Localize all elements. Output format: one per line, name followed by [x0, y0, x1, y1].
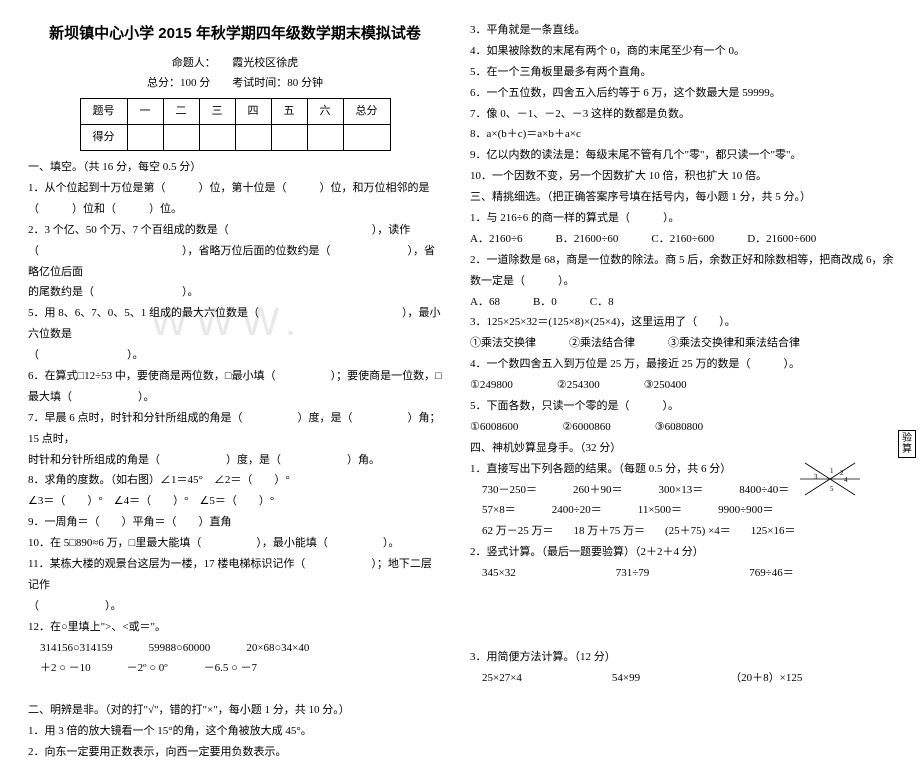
q6a: 6．在算式□12÷53 中，要使商是两位数，□最小填（ ）；要使商是一位数，□ — [28, 366, 442, 387]
c5: 5．下面各数，只读一个零的是（ ）。 — [470, 396, 900, 417]
svg-text:3: 3 — [814, 473, 818, 481]
j1: 1．用 3 倍的放大镜看一个 15°的角，这个角被放大成 45°。 — [28, 721, 442, 742]
calc: 260＋90＝ — [573, 480, 623, 501]
section-3-title: 三、精挑细选。（把正确答案序号填在括号内，每小题 1 分，共 5 分。） — [470, 187, 900, 208]
c1: 1．与 216÷6 的商一样的算式是（ ）。 — [470, 208, 900, 229]
q2c: 的尾数约是（ ）。 — [28, 282, 442, 303]
angle-figure: 1 3 4 5 2 — [800, 455, 860, 503]
j2: 2．向东一定要用正数表示，向西一定要用负数表示。 — [28, 742, 442, 763]
section-1-title: 一、填空。（共 16 分，每空 0.5 分） — [28, 157, 442, 178]
calc: 8400÷40＝ — [739, 480, 789, 501]
q8b: ∠3＝（ ）° ∠4＝（ ）° ∠5＝（ ）° — [28, 491, 442, 512]
q12-cell: －6.5 ○ －7 — [204, 658, 257, 679]
q8a: 8．求角的度数。（如右图）∠1＝45° ∠2＝（ ）° — [28, 470, 442, 491]
calc: 9900÷900＝ — [718, 500, 774, 521]
calc: 11×500＝ — [638, 500, 682, 521]
calc: 731÷79 — [616, 563, 650, 584]
th: 题号 — [80, 99, 127, 125]
calc: 769÷46＝ — [749, 563, 794, 584]
calc: 345×32 — [482, 563, 516, 584]
th: 二 — [163, 99, 199, 125]
th: 四 — [235, 99, 271, 125]
calc: 62 万－25 万＝ — [482, 521, 554, 542]
calc: 125×16＝ — [751, 521, 796, 542]
q2b: （ ），省略万位后面的位数约是（ ），省略亿位后面 — [28, 241, 442, 283]
j10: 10．一个因数不变，另一个因数扩大 10 倍，积也扩大 10 倍。 — [470, 166, 900, 187]
th: 五 — [271, 99, 307, 125]
q9: 9．一周角＝（ ）平角＝（ ）直角 — [28, 512, 442, 533]
q5b: （ ）。 — [28, 345, 442, 366]
svg-text:1: 1 — [830, 467, 834, 475]
q11b: （ ）。 — [28, 596, 442, 617]
th: 六 — [307, 99, 343, 125]
c5-options: ①6008600 ②6000860 ③6080800 — [470, 417, 900, 438]
c3: 3．125×25×32＝(125×8)×(25×4)，这里运用了（ ）。 — [470, 312, 900, 333]
svg-text:5: 5 — [830, 485, 834, 493]
calc: (25＋75) ×4＝ — [665, 521, 731, 542]
q2a: 2．3 个亿、50 个万、7 个百组成的数是（ ），读作 — [28, 220, 442, 241]
q12-cell: －2º ○ 0º — [127, 658, 168, 679]
c4: 4．一个数四舍五入到万位是 25 万，最接近 25 万的数是（ ）。 — [470, 354, 900, 375]
j5: 5．在一个三角板里最多有两个直角。 — [470, 62, 900, 83]
th: 一 — [127, 99, 163, 125]
calc: 730－250＝ — [482, 480, 537, 501]
q1: 1．从个位起到十万位是第（ ）位，第十位是（ ）位，和万位相邻的是（ ）位和（ … — [28, 178, 442, 220]
c2a: 2．一道除数是 68，商是一位数的除法。商 5 后，余数正好和除数相等，把商改成… — [470, 250, 900, 271]
svg-text:2: 2 — [840, 469, 844, 477]
calc: 18 万＋75 万＝ — [574, 521, 646, 542]
q12-cell: 314156○314159 — [40, 638, 113, 659]
row-label: 得分 — [80, 125, 127, 151]
section-2-title: 二、明辨是非。（对的打"√"，错的打"×"，每小题 1 分，共 10 分。） — [28, 700, 442, 721]
j8: 8．a×(b＋c)＝a×b＋a×c — [470, 124, 900, 145]
calc: （20＋8）×125 — [730, 668, 802, 689]
q12-cell: 59988○60000 — [149, 638, 211, 659]
exam-title: 新坝镇中心小学 2015 年秋学期四年级数学期末模拟试卷 — [28, 20, 442, 49]
th: 总分 — [343, 99, 390, 125]
q12-cell: ＋2 ○ －10 — [40, 658, 91, 679]
q6b: 最大填（ ）。 — [28, 387, 442, 408]
svg-text:4: 4 — [844, 476, 848, 484]
calc: 54×99 — [612, 668, 640, 689]
calc: 25×27×4 — [482, 668, 522, 689]
j6: 6．一个五位数，四舍五入后约等于 6 万，这个数最大是 59999。 — [470, 83, 900, 104]
calc: 57×8＝ — [482, 500, 516, 521]
calc: 300×13＝ — [659, 480, 704, 501]
j3: 3．平角就是一条直线。 — [470, 20, 900, 41]
calc: 2400÷20＝ — [552, 500, 602, 521]
c3-options: ①乘法交换律 ②乘法结合律 ③乘法交换律和乘法结合律 — [470, 333, 900, 354]
c2b: 数一定是（ ）。 — [470, 271, 900, 292]
author-line: 命题人： 霞光校区徐虎 — [28, 53, 442, 74]
c1-options: A．2160÷6 B．21600÷60 C．2160÷600 D．21600÷6… — [470, 229, 900, 250]
q12: 12．在○里填上">、<或＝"。 — [28, 617, 442, 638]
j4: 4．如果被除数的末尾有两个 0，商的末尾至少有一个 0。 — [470, 41, 900, 62]
meta-line: 总分：100 分 考试时间：80 分钟 — [28, 73, 442, 94]
p2: 2．竖式计算。（最后一题要验算）（2＋2＋4 分） — [470, 542, 900, 563]
j9: 9．亿以内数的读法是：每级末尾不管有几个"零"，都只读一个"零"。 — [470, 145, 900, 166]
score-table: 题号 一 二 三 四 五 六 总分 得分 — [80, 98, 391, 151]
j7: 7．像 0、－1、－2、－3 这样的数都是负数。 — [470, 104, 900, 125]
c4-options: ①249800 ②254300 ③250400 — [470, 375, 900, 396]
c2-options: A．68 B．0 C．8 — [470, 292, 900, 313]
q12-cell: 20×68○34×40 — [246, 638, 309, 659]
p3: 3．用简便方法计算。（12 分） — [470, 647, 900, 668]
q10: 10．在 5□890≈6 万，□里最大能填（ ），最小能填（ ）。 — [28, 533, 442, 554]
q7a: 7．早晨 6 点时，时针和分针所组成的角是（ ）度，是（ ）角；15 点时， — [28, 408, 442, 450]
q11a: 11．某栋大楼的观景台这层为一楼，17 楼电梯标识记作（ ）；地下二层记作 — [28, 554, 442, 596]
th: 三 — [199, 99, 235, 125]
q7b: 时针和分针所组成的角是（ ）度，是（ ）角。 — [28, 450, 442, 471]
verify-label-box: 验算 — [898, 430, 916, 458]
q5a: 5．用 8、6、7、0、5、1 组成的最大六位数是（ ），最小六位数是 — [28, 303, 442, 345]
